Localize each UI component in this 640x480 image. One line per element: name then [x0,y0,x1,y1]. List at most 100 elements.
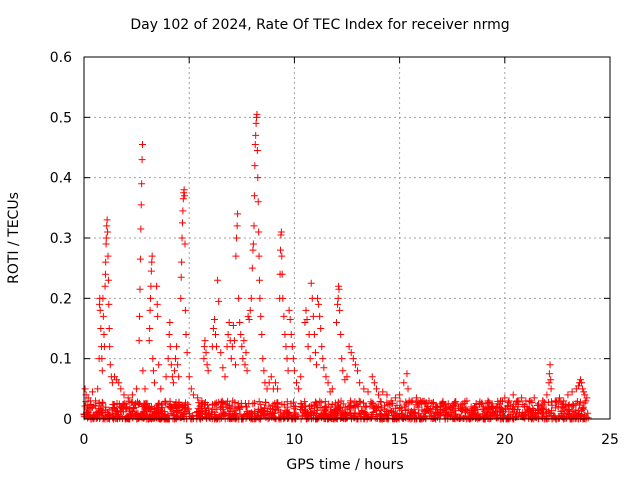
data-point [285,408,293,416]
data-point [255,398,263,406]
data-point [416,414,424,422]
data-point [280,312,288,320]
data-point [546,361,554,369]
data-point [576,398,584,406]
data-point [194,404,202,412]
data-point [574,382,582,390]
x-tick-label: 25 [601,432,619,448]
data-point [147,267,155,275]
data-point [254,174,262,182]
data-point [251,408,259,416]
data-point [253,147,261,155]
data-point [179,402,187,410]
data-point [282,343,290,351]
data-point [519,401,527,409]
data-point [484,397,492,405]
data-point [100,331,108,339]
data-point [256,414,264,422]
data-point [501,394,509,402]
data-point [167,361,175,369]
x-tick-label: 20 [496,432,514,448]
data-point [288,343,296,351]
data-point [148,411,156,419]
data-point [446,403,454,411]
data-point [218,398,226,406]
data-point [257,406,265,414]
data-point [525,398,533,406]
data-point [279,294,287,302]
data-point [314,403,322,411]
data-point [332,318,340,326]
data-point [358,407,366,415]
data-point [389,408,397,416]
data-point [239,355,247,363]
data-point [177,294,185,302]
data-point [127,399,135,407]
data-point [232,252,240,260]
data-point [148,258,156,266]
data-point [562,402,570,410]
data-point [417,397,425,405]
data-point [169,379,177,387]
data-point [579,404,587,412]
data-point [94,385,102,393]
data-point [293,379,301,387]
data-point [219,364,227,372]
data-point [547,385,555,393]
data-point [240,337,248,345]
chart-title: Day 102 of 2024, Rate Of TEC Index for r… [130,17,510,33]
data-point [567,413,575,421]
data-point [295,385,303,393]
data-point [509,391,517,399]
data-point [345,343,353,351]
data-point [438,400,446,408]
data-point [370,379,378,387]
data-point [142,400,150,408]
data-point [433,403,441,411]
data-point [400,379,408,387]
data-point [319,355,327,363]
data-point [234,210,242,218]
data-point [128,391,136,399]
y-tick-label: 0.2 [50,291,72,307]
data-point [201,337,209,345]
data-point [421,400,429,408]
data-point [247,409,255,417]
data-point [241,361,249,369]
data-point [381,412,389,420]
data-point [189,391,197,399]
data-point [577,411,585,419]
data-point [155,361,163,369]
data-point [109,400,117,408]
data-point [583,394,591,402]
data-point [314,294,322,302]
data-point [343,373,351,381]
data-point [103,408,111,416]
data-point [359,408,367,416]
data-point [250,222,258,230]
data-point [375,391,383,399]
data-point [336,306,344,314]
data-point [120,391,128,399]
data-point [402,400,410,408]
data-point [251,140,259,148]
data-point [538,414,546,422]
data-point [212,331,219,339]
data-point [280,410,288,418]
data-point [492,403,500,411]
data-point [526,397,534,405]
data-point [539,411,547,419]
data-point [81,385,89,393]
data-point [459,400,467,408]
data-point [327,407,335,415]
data-point [431,409,439,417]
data-point [555,414,563,422]
data-point [543,391,551,399]
data-point [463,397,471,405]
data-point [337,331,345,339]
data-point [101,270,109,278]
data-point [347,401,355,409]
data-point [237,331,245,339]
data-point [255,252,263,260]
